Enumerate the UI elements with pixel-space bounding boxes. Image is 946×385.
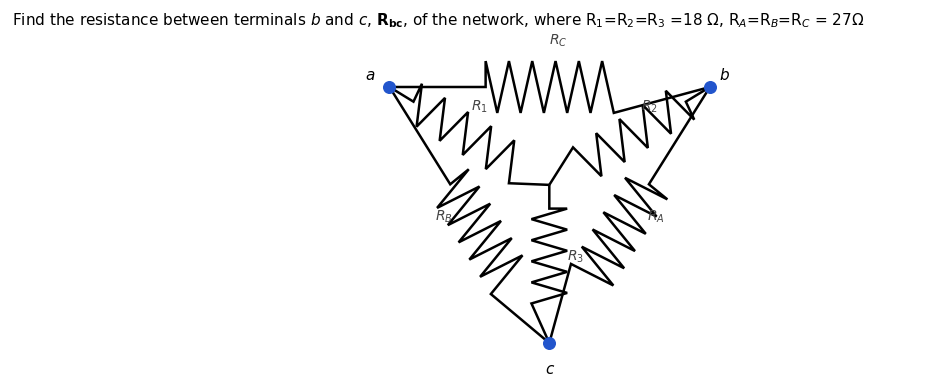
Point <box>382 84 397 90</box>
Text: Find the resistance between terminals $b$ and $c$, $\mathbf{R}_{\mathbf{bc}}$, o: Find the resistance between terminals $b… <box>12 12 865 30</box>
Point <box>702 84 717 90</box>
Text: $R_3$: $R_3$ <box>568 248 585 264</box>
Point <box>542 340 557 346</box>
Text: c: c <box>545 362 553 377</box>
Text: $R_A$: $R_A$ <box>647 208 664 224</box>
Text: $R_B$: $R_B$ <box>434 208 452 224</box>
Text: $R_C$: $R_C$ <box>549 33 567 49</box>
Text: a: a <box>365 68 375 83</box>
Text: $R_1$: $R_1$ <box>470 99 487 115</box>
Text: b: b <box>720 68 729 83</box>
Text: $R_2$: $R_2$ <box>640 99 657 115</box>
